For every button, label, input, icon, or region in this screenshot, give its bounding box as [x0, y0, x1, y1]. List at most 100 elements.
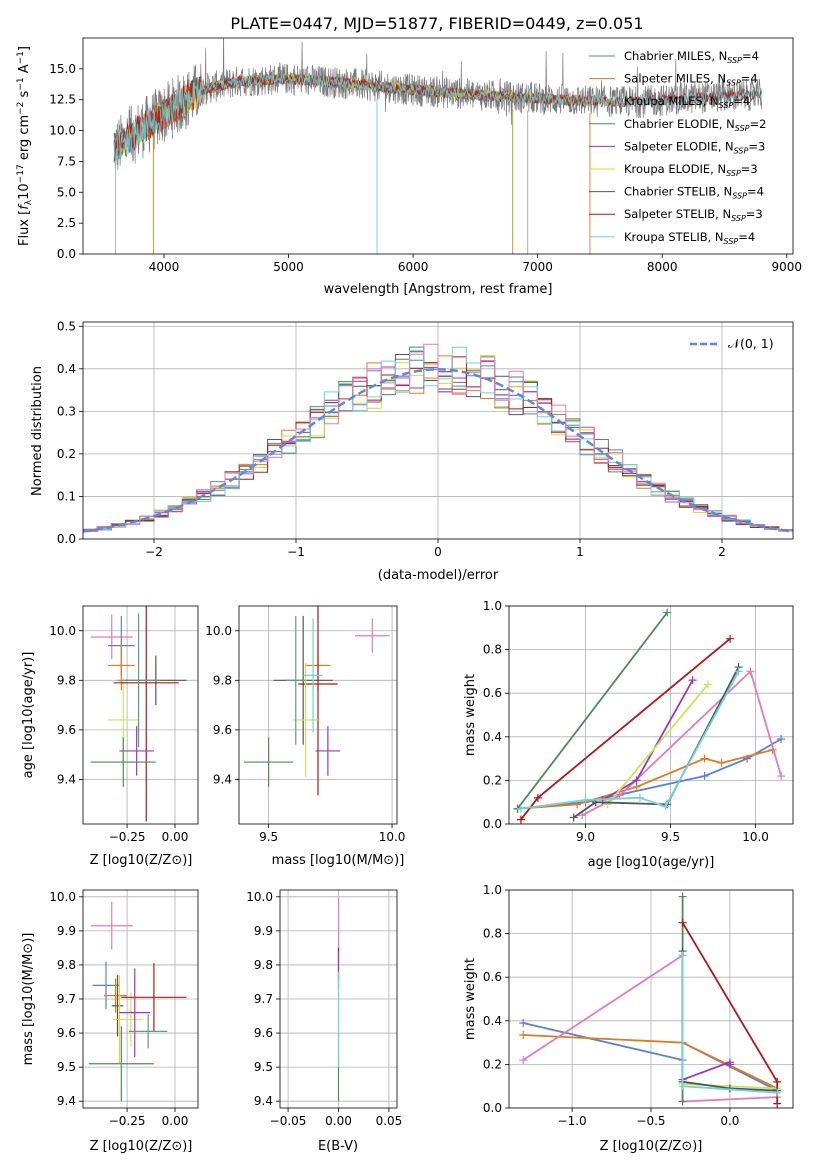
age_vs_mass-frame	[238, 605, 398, 825]
weight-line	[516, 611, 668, 810]
spectrum-xtick-label: 9000	[771, 260, 802, 274]
residuals-axes: −2 −1 0 1 2 0.0 0.1 0.2 0.3 0.4 0.5 𝒩(0, 1) (data-mo…	[30, 319, 794, 583]
mass_vs_Z-ytick-label: 9.6	[57, 1026, 76, 1040]
weight_vs_age-xlabel: age [log10(age/yr)]	[588, 855, 715, 870]
legend-label: Kroupa STELIB, NSSP=4	[624, 230, 755, 246]
weight_vs_Z-ytick-label: 0.4	[483, 1014, 502, 1028]
weight-point	[663, 608, 672, 617]
weight-point	[678, 1082, 687, 1091]
residuals-ytick-label: 0.0	[57, 532, 76, 546]
weight-point	[632, 776, 641, 785]
legend-label: 𝒩(0, 1)	[728, 336, 774, 351]
mass_vs_EBV-xtick-label: −0.05	[270, 1114, 307, 1128]
mass_vs_EBV-ytick-label: 9.5	[254, 1060, 273, 1074]
residuals-xtick-label: 1	[576, 545, 584, 559]
residuals-ytick-label: 0.1	[57, 489, 76, 503]
weight-point	[703, 680, 712, 689]
spectrum-ylabel: Flux [fλ10−17 erg cm−2 s−1 A−1]	[16, 46, 34, 246]
residuals-ytick-label: 0.5	[57, 319, 76, 333]
mass_vs_Z-ytick-label: 9.4	[57, 1094, 76, 1108]
weight-point	[773, 1077, 782, 1086]
spectrum-axes: 4000 5000 6000 7000 8000 9000 0.0 2.5 5.0 7.5 10.0…	[16, 37, 802, 297]
spectrum-frame	[82, 37, 794, 255]
legend-label: Chabrier MILES, NSSP=4	[624, 49, 759, 65]
mass_vs_EBV-frame	[279, 889, 398, 1109]
weight-point	[516, 815, 525, 824]
weight-point	[519, 1018, 528, 1027]
mass_vs_Z-ytick-label: 9.9	[57, 924, 76, 938]
mass_vs_Z-xtick-label: 0.00	[162, 1114, 189, 1128]
spectrum-xtick-label: 5000	[273, 260, 304, 274]
weight_vs_age-ytick-label: 1.0	[483, 599, 502, 613]
age_vs_mass-xlabel: mass [log10(M/M⊙)]	[272, 853, 405, 868]
weight-line	[581, 669, 782, 817]
weight_vs_age-ytick-label: 0.6	[483, 686, 502, 700]
age_vs_Z-axes: −0.25 0.00 9.4 9.6 9.8 10.0 Z [log10(Z/Z⊙)] age…	[21, 605, 199, 868]
weight_vs_Z-ytick-label: 0.0	[483, 1101, 502, 1115]
mass_vs_EBV-ytick-label: 9.7	[254, 992, 273, 1006]
weight-point	[773, 1099, 782, 1108]
age_vs_mass-ytick-label: 9.8	[213, 673, 232, 687]
weight-point	[734, 667, 743, 676]
mass_vs_Z-ytick-label: 9.7	[57, 992, 76, 1006]
weight-point	[569, 813, 578, 822]
mass_vs_Z-ytick-label: 9.5	[57, 1060, 76, 1074]
mass_vs_Z-axes: −0.25 0.00 9.4 9.5 9.6 9.7 9.8 9.9 10.0 Z [log10(…	[21, 889, 199, 1154]
mass_vs_EBV-xlabel: E(B-V)	[318, 1139, 358, 1154]
spectrum-xtick-label: 6000	[398, 260, 429, 274]
weight-point	[678, 918, 687, 927]
weight-point	[516, 804, 525, 813]
mass_vs_Z-xtick-label: −0.25	[109, 1114, 146, 1128]
weight_vs_Z-ytick-label: 0.6	[483, 970, 502, 984]
spectrum-ytick-label: 7.5	[57, 154, 76, 168]
weight-point	[581, 796, 590, 805]
weight_vs_Z-plot-area	[509, 890, 793, 1108]
age_vs_Z-ytick-label: 10.0	[49, 624, 76, 638]
mass_vs_EBV-axes: −0.05 0.00 0.05 9.4 9.5 9.6 9.7 9.8 9.9 10.0 E(B-V…	[246, 889, 402, 1154]
age_vs_mass-xtick-label: 9.5	[259, 830, 278, 844]
weight-line	[606, 683, 709, 805]
age_vs_Z-ylabel: age [log10(age/yr)]	[21, 652, 36, 779]
age_vs_Z-xlabel: Z [log10(Z/Z⊙)]	[90, 853, 193, 868]
weight-point	[700, 772, 709, 781]
spectrum-plot-area	[113, 38, 763, 254]
weight_vs_Z-xtick-label: −1.0	[558, 1114, 587, 1128]
mass_vs_Z-ytick-label: 10.0	[49, 890, 76, 904]
weight-point	[773, 1088, 782, 1097]
age_vs_mass-ytick-label: 9.6	[213, 723, 232, 737]
weight-line	[522, 1022, 778, 1092]
weight_vs_Z-ytick-label: 0.8	[483, 927, 502, 941]
weight_vs_age-frame	[508, 605, 794, 825]
weight_vs_Z-ylabel: mass weight	[463, 958, 478, 1040]
residuals-ytick-label: 0.3	[57, 404, 76, 418]
weight-point	[678, 892, 687, 901]
weight_vs_age-ytick-label: 0.2	[483, 773, 502, 787]
weight_vs_age-xtick-label: 9.5	[661, 830, 680, 844]
mass_vs_EBV-plot-area	[280, 890, 397, 1108]
residuals-ytick-label: 0.2	[57, 447, 76, 461]
weight-line	[517, 738, 782, 810]
age_vs_mass-ytick-label: 10.0	[205, 624, 232, 638]
age_vs_mass-ytick-label: 9.4	[213, 772, 232, 786]
weight_vs_Z-xtick-label: 0.0	[720, 1114, 739, 1128]
weight_vs_Z-xtick-label: −0.5	[636, 1114, 665, 1128]
weight-line	[573, 666, 740, 819]
legend-label: Kroupa ELODIE, NSSP=3	[624, 162, 758, 178]
spectrum-model-line	[113, 73, 762, 163]
residuals-plot-area	[83, 322, 793, 539]
weight-point	[700, 754, 709, 763]
legend-label: Chabrier STELIB, NSSP=4	[624, 185, 764, 201]
weight-line	[682, 1060, 731, 1081]
mass_vs_Z-ylabel: mass [log10(M/M⊙)]	[21, 933, 36, 1066]
residuals-xlabel: (data-model)/error	[378, 568, 499, 583]
residuals-xtick-label: −2	[145, 545, 163, 559]
mass_vs_EBV-ytick-label: 9.6	[254, 1026, 273, 1040]
legend-label: Salpeter MILES, NSSP=4	[624, 72, 758, 88]
weight_vs_Z-ytick-label: 1.0	[483, 883, 502, 897]
weight-point	[635, 793, 644, 802]
axes-layer: 4000 5000 6000 7000 8000 90000.02.55.07.510.0…	[16, 37, 802, 1154]
weight_vs_age-ytick-label: 0.0	[483, 817, 502, 831]
weight_vs_age-ytick-label: 0.4	[483, 730, 502, 744]
weight-point	[777, 772, 786, 781]
